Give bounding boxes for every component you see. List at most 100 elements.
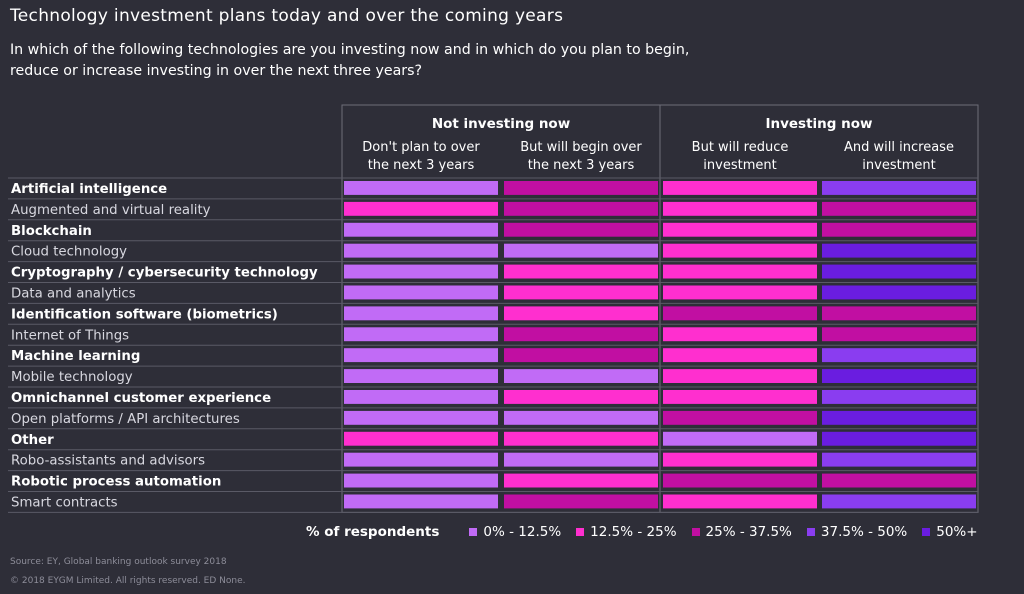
heatmap-cell (504, 369, 658, 383)
heatmap-cell (663, 494, 817, 509)
legend-item: 37.5% - 50% (806, 524, 907, 540)
heatmap-cell (344, 222, 498, 237)
heatmap-cell (504, 473, 658, 488)
heatmap-chart: Not investing now Investing now Don't plan… (8, 104, 979, 513)
heatmap-cell (822, 285, 976, 300)
heatmap-cell (822, 264, 976, 279)
heatmap-cell (344, 348, 498, 363)
row-label: Other (11, 433, 54, 448)
heatmap-cell (663, 306, 817, 321)
row-label: Artificial intelligence (11, 182, 167, 197)
heatmap-cell (663, 431, 817, 446)
heatmap-cell (344, 264, 498, 279)
heatmap-cell (822, 243, 976, 258)
heatmap-cell (663, 348, 817, 363)
row-label: Blockchain (11, 224, 92, 239)
legend-swatch (691, 528, 700, 536)
heatmap-cell (504, 264, 658, 279)
legend-swatch (922, 528, 931, 536)
heatmap-cell (344, 201, 498, 216)
heatmap-cell (344, 452, 498, 467)
heatmap-cell (822, 369, 976, 383)
heatmap-cell (504, 327, 658, 342)
heatmap-cell (663, 264, 817, 279)
legend-swatch (576, 528, 585, 536)
heatmap-cell (822, 181, 976, 195)
heatmap-cell (822, 452, 976, 467)
heatmap-cell (663, 222, 817, 237)
row-label: Machine learning (11, 349, 140, 364)
group-header: Investing now (765, 116, 872, 132)
row-label: Data and analytics (11, 287, 136, 302)
heatmap-cell (822, 348, 976, 363)
legend-item: 50%+ (922, 524, 978, 540)
legend-item-label: 25% - 37.5% (705, 524, 792, 540)
legend-item: 12.5% - 25% (576, 524, 677, 540)
row-label: Cryptography / cybersecurity technology (11, 266, 318, 281)
legend: % of respondents 0% - 12.5% 12.5% - 25% … (306, 524, 993, 540)
heatmap-cell (504, 306, 658, 321)
heatmap-cell (344, 410, 498, 425)
legend-item-label: 12.5% - 25% (590, 524, 677, 540)
heatmap-cell (663, 452, 817, 467)
heatmap-cell (822, 473, 976, 488)
column-header: And will increase investment (844, 140, 954, 173)
group-header: Not investing now (432, 116, 570, 132)
heatmap-cell (663, 285, 817, 300)
chart-title: Technology investment plans today and ov… (10, 6, 564, 26)
heatmap-cell (504, 431, 658, 446)
heatmap-cell (344, 369, 498, 383)
heatmap-cell (504, 410, 658, 425)
row-label: Omnichannel customer experience (11, 391, 271, 406)
heatmap-cell (822, 431, 976, 446)
heatmap-cell (504, 181, 658, 195)
heatmap-cell (344, 285, 498, 300)
legend-item-label: 0% - 12.5% (483, 524, 562, 540)
heatmap-cell (344, 327, 498, 342)
heatmap-cell (663, 201, 817, 216)
source-note: Source: EY, Global banking outlook surve… (10, 557, 227, 567)
heatmap-cell (344, 473, 498, 488)
heatmap-cell (663, 390, 817, 404)
heatmap-cell (822, 410, 976, 425)
heatmap-cell (504, 243, 658, 258)
legend-item: 0% - 12.5% (469, 524, 561, 540)
chart-subtitle: In which of the following technologies a… (10, 42, 690, 79)
legend-swatch (469, 528, 478, 536)
legend-swatch (806, 528, 815, 536)
heatmap-cell (344, 306, 498, 321)
row-label: Internet of Things (11, 328, 129, 343)
heatmap-cell (822, 201, 976, 216)
heatmap-cell (822, 222, 976, 237)
heatmap-cell (344, 243, 498, 258)
column-header: But will reduce investment (692, 140, 789, 173)
column-header: But will begin over the next 3 years (520, 140, 642, 173)
row-label: Cloud technology (11, 245, 127, 260)
heatmap-cell (504, 348, 658, 363)
row-label: Augmented and virtual reality (11, 203, 211, 218)
heatmap-cell (344, 390, 498, 404)
row-label: Robotic process automation (11, 475, 221, 490)
legend-label: % of respondents (306, 524, 440, 540)
heatmap-cell (344, 181, 498, 195)
heatmap-cell (822, 494, 976, 509)
heatmap-cell (663, 327, 817, 342)
heatmap-cell (344, 431, 498, 446)
heatmap-cell (663, 181, 817, 195)
row-label: Identification software (biometrics) (11, 307, 278, 322)
heatmap-cell (504, 390, 658, 404)
column-header: Don't plan to over the next 3 years (362, 140, 480, 173)
heatmap-cell (663, 243, 817, 258)
row-label: Robo-assistants and advisors (11, 454, 205, 469)
heatmap-cell (822, 306, 976, 321)
heatmap-cell (504, 285, 658, 300)
row-label: Open platforms / API architectures (11, 412, 240, 427)
heatmap-cell (663, 473, 817, 488)
heatmap-cell (504, 222, 658, 237)
heatmap-cell (344, 494, 498, 509)
heatmap-cell (822, 327, 976, 342)
copyright-note: © 2018 EYGM Limited. All rights reserved… (10, 576, 246, 586)
heatmap-cell (822, 390, 976, 404)
legend-item: 25% - 37.5% (691, 524, 792, 540)
row-label: Mobile technology (11, 370, 133, 385)
